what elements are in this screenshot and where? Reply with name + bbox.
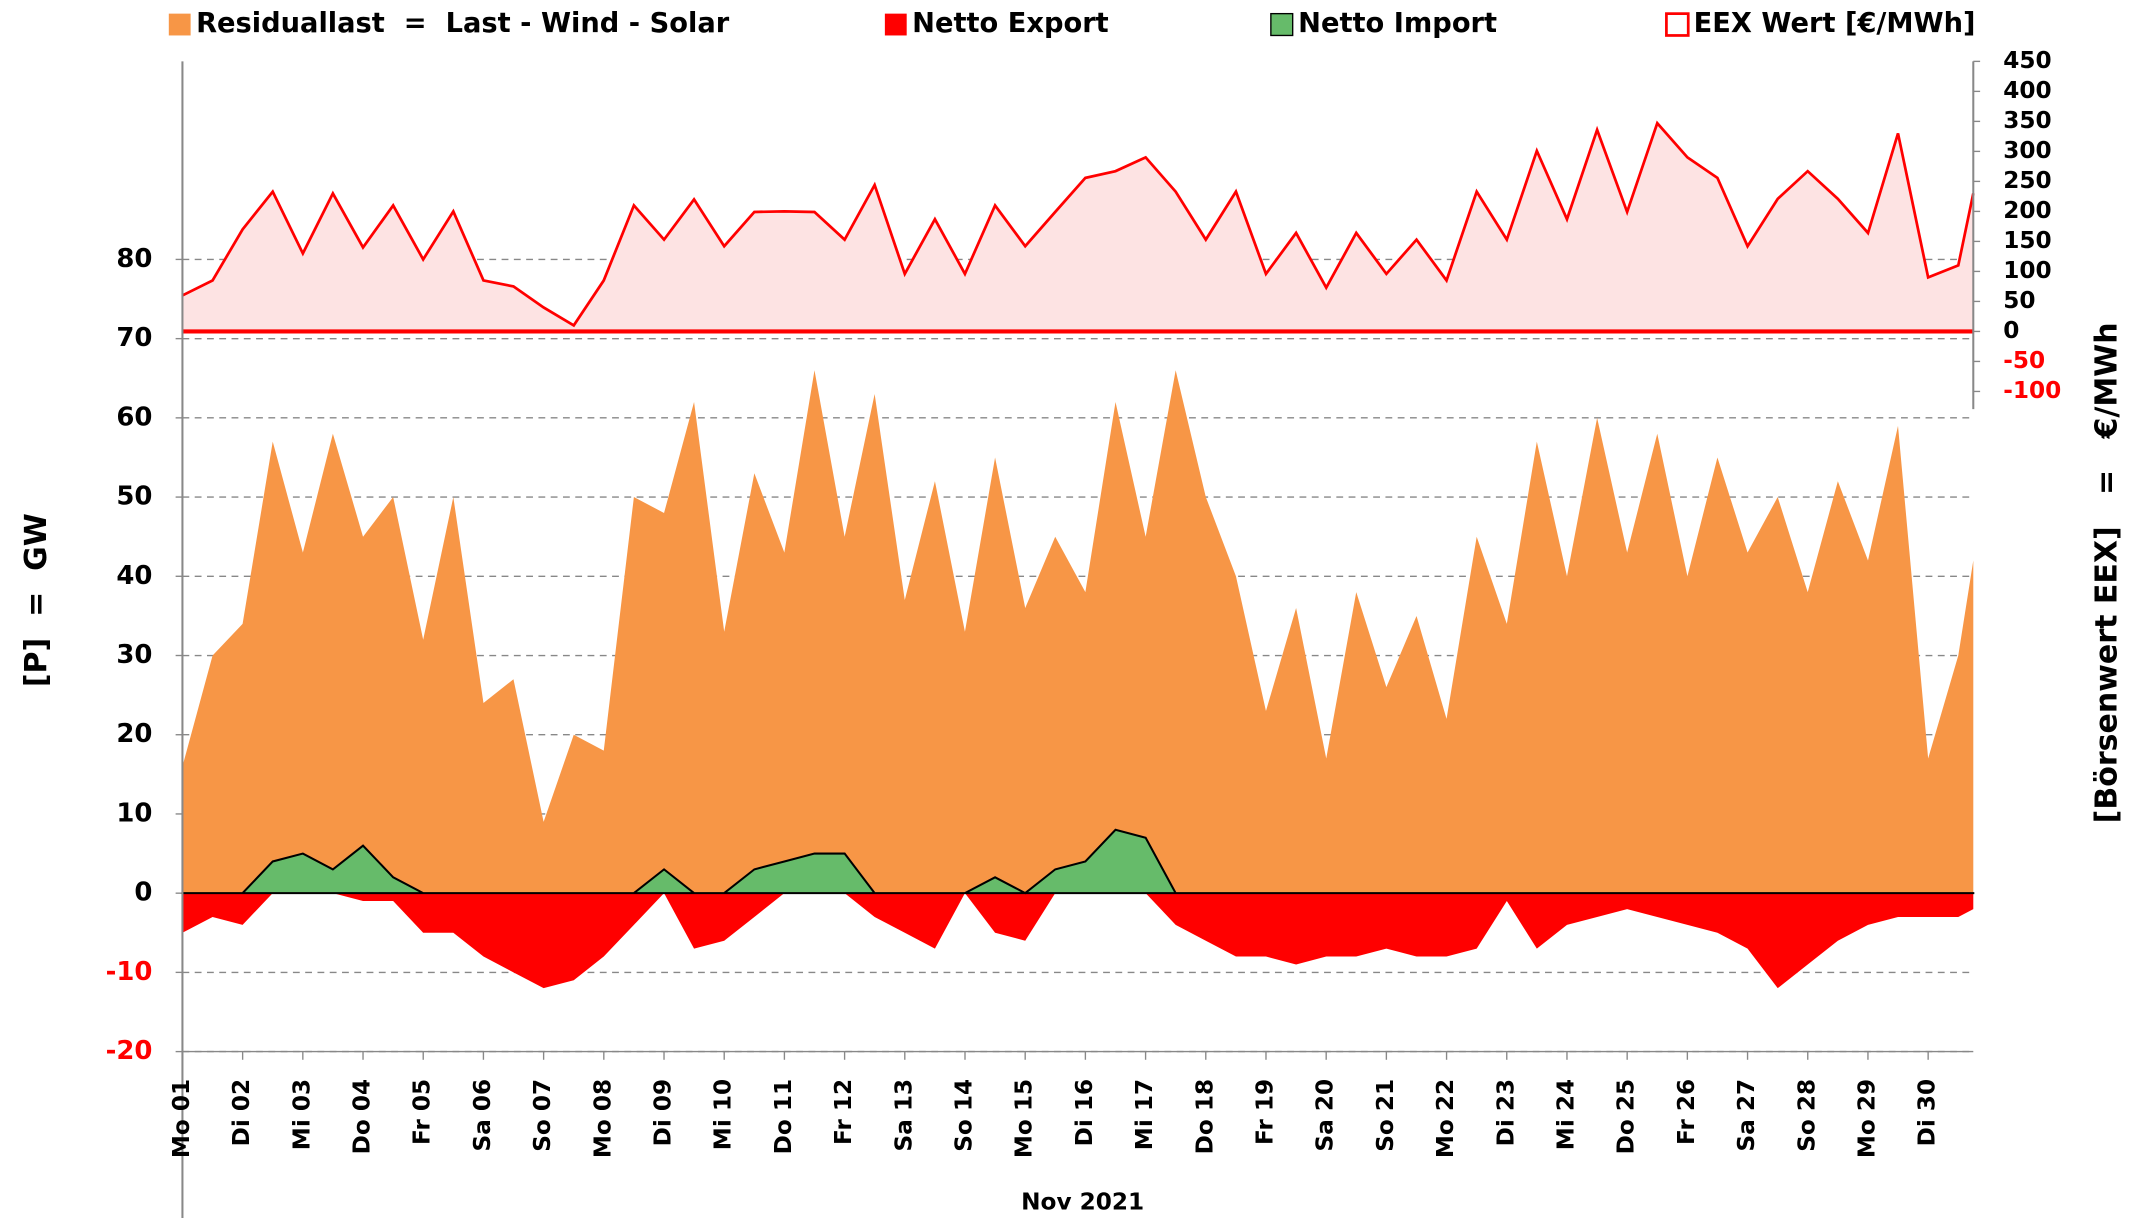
x-tick-label: Di 16	[1071, 1079, 1098, 1147]
area	[182, 370, 1974, 894]
y2-tick-label: 400	[2003, 77, 2051, 104]
y2-tick-label: 150	[2003, 227, 2051, 254]
y-tick-label: 30	[116, 640, 152, 670]
y2-tick-label: 300	[2003, 137, 2051, 164]
y2-tick-label: 250	[2003, 167, 2051, 194]
y-tick-label: -10	[106, 957, 153, 987]
x-tick-label: Di 09	[650, 1079, 677, 1147]
x-tick-label: Mi 24	[1552, 1079, 1579, 1150]
x-tick-label: Mo 08	[589, 1079, 616, 1158]
y-tick-label: 20	[116, 719, 152, 749]
x-tick-label: Fr 26	[1673, 1079, 1700, 1145]
y2-tick-label: 50	[2003, 287, 2035, 314]
area	[181, 828, 1975, 895]
y2-tick-label: -50	[2003, 347, 2045, 374]
eex-area	[182, 123, 1974, 332]
x-tick-label: So 07	[529, 1079, 556, 1152]
x-tick-label: Sa 13	[890, 1079, 917, 1152]
x-tick-label: Do 25	[1613, 1079, 1640, 1154]
x-tick-label: So 21	[1372, 1079, 1399, 1152]
legend-swatch	[884, 13, 907, 36]
legend-swatch	[1665, 12, 1690, 37]
y-tick-label: 0	[134, 878, 152, 908]
x-tick-label: Mo 22	[1432, 1079, 1459, 1158]
x-tick-label: Sa 20	[1312, 1079, 1339, 1152]
y-tick-label: 40	[116, 561, 152, 591]
legend-label: Netto Export	[912, 8, 1109, 39]
x-tick-label: Sa 27	[1733, 1079, 1760, 1152]
legend-swatch	[168, 13, 191, 36]
y-tick-label: 70	[116, 323, 152, 353]
x-tick-label: Mo 01	[168, 1079, 195, 1158]
y-tick-label: 50	[116, 482, 152, 512]
eex-line	[181, 120, 1975, 328]
x-tick-label: Mi 17	[1131, 1079, 1158, 1150]
x-tick-label: So 14	[950, 1079, 977, 1152]
y-tick-label: 10	[116, 798, 152, 828]
x-tick-label: Mi 03	[288, 1079, 315, 1150]
x-tick-label: So 28	[1793, 1079, 1820, 1152]
x-tick-label: Mo 29	[1853, 1079, 1880, 1158]
x-tick-label: Di 02	[228, 1079, 255, 1147]
y-axis-label: [P] = GW	[19, 513, 54, 687]
x-tick-label: Do 04	[349, 1079, 376, 1154]
x-tick-label: Fr 05	[409, 1079, 436, 1145]
y-tick-label: -20	[106, 1036, 153, 1066]
x-tick-label: Do 18	[1191, 1079, 1218, 1154]
x-tick-label: Mi 10	[710, 1079, 737, 1150]
y-tick-label: 60	[116, 402, 152, 432]
legend-swatch	[1270, 12, 1294, 37]
legend-label: EEX Wert [€/MWh]	[1694, 8, 1976, 39]
area	[182, 893, 1974, 989]
y2-tick-label: 0	[2003, 317, 2019, 344]
x-tick-label: Di 30	[1914, 1079, 1941, 1147]
x-tick-label: Di 23	[1492, 1079, 1519, 1147]
x-axis-label: Nov 2021	[1021, 1188, 1144, 1215]
legend-label: Netto Import	[1298, 8, 1497, 39]
y2-tick-label: 350	[2003, 107, 2051, 134]
x-tick-label: Fr 12	[830, 1079, 857, 1145]
y2-tick-label: 200	[2003, 197, 2051, 224]
x-tick-label: Do 11	[770, 1079, 797, 1154]
x-tick-label: Sa 06	[469, 1079, 496, 1152]
y2-tick-label: 450	[2003, 47, 2051, 74]
x-tick-label: Fr 19	[1251, 1079, 1278, 1145]
y2-tick-label: 100	[2003, 257, 2051, 284]
y2-axis-label: [Börsenwert EEX] = €/MWh	[2090, 322, 2125, 823]
legend-label: Residuallast = Last - Wind - Solar	[196, 8, 730, 39]
x-tick-label: Mo 15	[1011, 1079, 1038, 1158]
y-tick-label: 80	[116, 244, 152, 274]
y2-tick-label: -100	[2003, 377, 2061, 404]
